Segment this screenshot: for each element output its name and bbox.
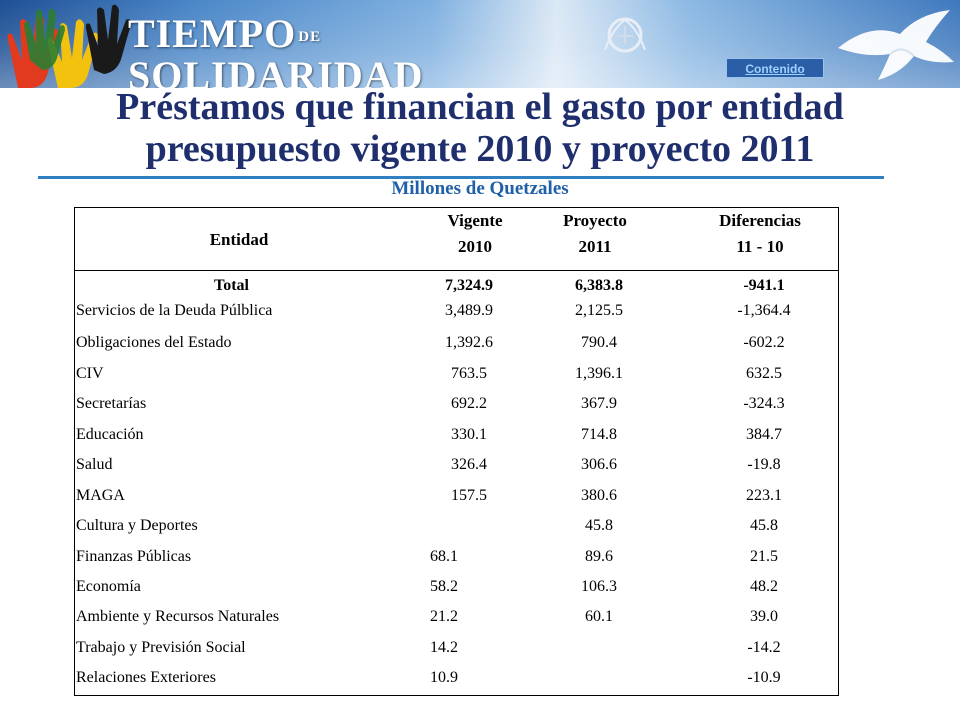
cell-diferencia: -14.2 bbox=[747, 639, 781, 656]
header-proyecto-year: 2011 bbox=[578, 237, 612, 256]
cell-entidad: Secretarías bbox=[76, 395, 147, 412]
cell-entidad: Total bbox=[214, 277, 249, 294]
page-subtitle: Millones de Quetzales bbox=[391, 178, 569, 199]
header-vigente-year: 2010 bbox=[458, 237, 492, 256]
table-row: Secretarías 692.2 367.9 -324.3 bbox=[74, 392, 839, 416]
cell-diferencia: 39.0 bbox=[750, 608, 778, 625]
page-title-line2: presupuesto vigente 2010 y proyecto 2011 bbox=[145, 128, 815, 170]
cell-vigente: 7,324.9 bbox=[445, 277, 493, 294]
table-row: CIV 763.5 1,396.1 632.5 bbox=[74, 362, 839, 386]
cell-proyecto: 714.8 bbox=[581, 426, 617, 443]
header-vigente-label: Vigente bbox=[447, 211, 503, 230]
header-entidad: Entidad bbox=[209, 230, 269, 249]
cell-proyecto: 45.8 bbox=[585, 517, 613, 534]
page-title-line1: Préstamos que financian el gasto por ent… bbox=[116, 86, 844, 128]
cell-entidad: Finanzas Públicas bbox=[76, 548, 192, 565]
brand-line1: TIEMPO bbox=[128, 11, 297, 56]
table-row: Obligaciones del Estado 1,392.6 790.4 -6… bbox=[74, 331, 839, 355]
cell-proyecto: 1,396.1 bbox=[575, 365, 623, 382]
cell-diferencia: 384.7 bbox=[746, 426, 782, 443]
cell-vigente: 21.2 bbox=[430, 608, 458, 625]
cell-entidad: MAGA bbox=[76, 487, 125, 504]
cell-diferencia: 21.5 bbox=[750, 548, 778, 565]
brand-de: DE bbox=[298, 29, 322, 46]
cell-vigente: 330.1 bbox=[451, 426, 487, 443]
data-table bbox=[74, 207, 839, 696]
cell-diferencia: -941.1 bbox=[743, 277, 785, 294]
cell-diferencia: 632.5 bbox=[746, 365, 782, 382]
cell-entidad: Educación bbox=[76, 426, 144, 443]
table-row: Servicios de la Deuda Púlblica 3,489.9 2… bbox=[74, 299, 839, 323]
cell-vigente: 763.5 bbox=[451, 365, 487, 382]
cell-diferencia: 48.2 bbox=[750, 578, 778, 595]
cell-diferencia: 45.8 bbox=[750, 517, 778, 534]
title-divider bbox=[38, 176, 884, 179]
cell-vigente: 68.1 bbox=[430, 548, 458, 565]
cell-entidad: Trabajo y Previsión Social bbox=[76, 639, 246, 656]
brand-title: TIEMPO DE SOLIDARIDAD bbox=[128, 11, 424, 89]
table-row: Ambiente y Recursos Naturales 21.2 60.1 … bbox=[74, 605, 839, 629]
cell-entidad: Cultura y Deportes bbox=[76, 517, 198, 534]
table-row: Educación 330.1 714.8 384.7 bbox=[74, 423, 839, 447]
cell-diferencia: -10.9 bbox=[747, 669, 781, 686]
cell-vigente: 3,489.9 bbox=[445, 302, 493, 319]
cell-proyecto: 380.6 bbox=[581, 487, 617, 504]
cell-proyecto: 6,383.8 bbox=[575, 277, 623, 294]
header-proyecto: Proyecto 2011 bbox=[520, 210, 670, 258]
cell-proyecto: 790.4 bbox=[581, 334, 617, 351]
cell-vigente: 1,392.6 bbox=[445, 334, 493, 351]
header-diferencias-range: 11 - 10 bbox=[736, 237, 784, 256]
cell-diferencia: -324.3 bbox=[743, 395, 785, 412]
dove-icon bbox=[838, 10, 954, 80]
table-row: Economía 58.2 106.3 48.2 bbox=[74, 575, 839, 599]
hands-logo-icon bbox=[7, 4, 131, 88]
cell-entidad: Salud bbox=[76, 456, 113, 473]
cell-entidad: Economía bbox=[76, 578, 141, 595]
cell-entidad: CIV bbox=[76, 365, 104, 382]
cell-entidad: Relaciones Exteriores bbox=[76, 669, 216, 686]
table-row: Cultura y Deportes 45.8 45.8 bbox=[74, 514, 839, 538]
cell-proyecto: 89.6 bbox=[585, 548, 613, 565]
cell-diferencia: -1,364.4 bbox=[737, 302, 791, 319]
table-row: Relaciones Exteriores 10.9 -10.9 bbox=[74, 666, 839, 690]
cell-vigente: 58.2 bbox=[430, 578, 458, 595]
cell-vigente: 692.2 bbox=[451, 395, 487, 412]
table-row: MAGA 157.5 380.6 223.1 bbox=[74, 484, 839, 508]
cell-entidad: Ambiente y Recursos Naturales bbox=[76, 608, 280, 625]
cell-diferencia: -19.8 bbox=[747, 456, 781, 473]
cell-vigente: 326.4 bbox=[451, 456, 487, 473]
header-vigente: Vigente 2010 bbox=[400, 210, 550, 258]
page-title: Préstamos que financian el gasto por ent… bbox=[0, 86, 960, 170]
cell-diferencia: -602.2 bbox=[743, 334, 785, 351]
cell-entidad: Obligaciones del Estado bbox=[76, 334, 232, 351]
table-row-total: Total 7,324.9 6,383.8 -941.1 bbox=[74, 274, 839, 298]
table-header-divider bbox=[74, 270, 839, 271]
cell-vigente: 157.5 bbox=[451, 487, 487, 504]
coat-of-arms-icon bbox=[604, 17, 646, 53]
cell-diferencia: 223.1 bbox=[746, 487, 782, 504]
cell-proyecto: 2,125.5 bbox=[575, 302, 623, 319]
header-banner: TIEMPO DE SOLIDARIDAD Contenido bbox=[0, 0, 960, 88]
cell-proyecto: 60.1 bbox=[585, 608, 613, 625]
table-row: Finanzas Públicas 68.1 89.6 21.5 bbox=[74, 545, 839, 569]
cell-vigente: 14.2 bbox=[430, 639, 458, 656]
cell-proyecto: 367.9 bbox=[581, 395, 617, 412]
table-row: Trabajo y Previsión Social 14.2 -14.2 bbox=[74, 636, 839, 660]
cell-entidad: Servicios de la Deuda Púlblica bbox=[76, 302, 273, 319]
table-row: Salud 326.4 306.6 -19.8 bbox=[74, 453, 839, 477]
brand-line2: SOLIDARIDAD bbox=[128, 53, 424, 89]
cell-proyecto: 106.3 bbox=[581, 578, 617, 595]
header-diferencias: Diferencias 11 - 10 bbox=[680, 210, 840, 258]
contenido-link[interactable]: Contenido bbox=[726, 58, 824, 78]
header-proyecto-label: Proyecto bbox=[563, 211, 627, 230]
header-diferencias-label: Diferencias bbox=[719, 211, 801, 230]
cell-proyecto: 306.6 bbox=[581, 456, 617, 473]
cell-vigente: 10.9 bbox=[430, 669, 458, 686]
